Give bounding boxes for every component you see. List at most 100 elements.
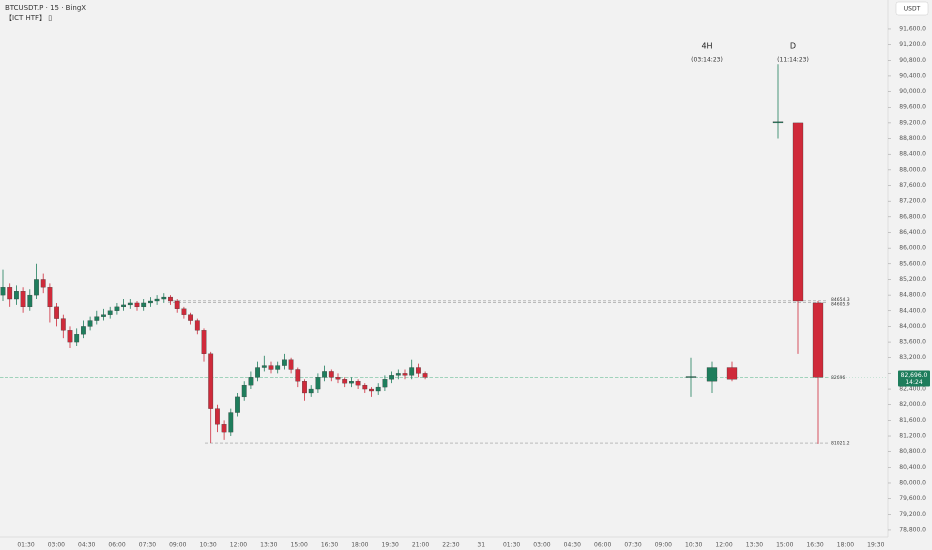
candle-body xyxy=(281,359,287,366)
candle-body xyxy=(315,377,321,390)
candle-body xyxy=(335,377,341,380)
candle-body xyxy=(67,330,73,343)
y-tick-label: 84,800.0 xyxy=(899,292,926,299)
x-tick-label: 07:30 xyxy=(624,542,641,549)
htf-label: 4H xyxy=(701,42,712,51)
y-tick-label: 81,600.0 xyxy=(899,417,926,424)
x-tick-label: 04:30 xyxy=(564,542,581,549)
level-label: 82696 xyxy=(831,375,845,381)
candle-body xyxy=(107,310,113,315)
price-badge xyxy=(898,370,930,387)
candle-body xyxy=(268,365,274,370)
candle-body xyxy=(685,376,697,378)
y-tick-label: 79,200.0 xyxy=(899,511,926,518)
y-tick-label: 85,200.0 xyxy=(899,276,926,283)
x-tick-label: 31 xyxy=(477,542,485,549)
x-tick-label: 10:30 xyxy=(199,542,216,549)
candle-body xyxy=(74,334,80,343)
candle-body xyxy=(114,306,120,311)
candle-body xyxy=(288,359,294,370)
unit-label: USDT xyxy=(904,6,921,13)
candle-body xyxy=(20,291,26,308)
candle-body xyxy=(7,287,13,300)
candle-body xyxy=(409,367,415,376)
y-tick-label: 82,400.0 xyxy=(899,386,926,393)
y-tick-label: 89,200.0 xyxy=(899,119,926,126)
candle-body xyxy=(255,367,261,378)
x-tick-label: 03:00 xyxy=(533,542,550,549)
y-tick-label: 83,600.0 xyxy=(899,339,926,346)
candle-body xyxy=(241,384,247,398)
candle-body xyxy=(248,377,254,386)
candle-body xyxy=(40,279,46,288)
candle-body xyxy=(161,296,167,300)
candle-body xyxy=(13,291,19,300)
x-tick-label: 15:00 xyxy=(776,542,793,549)
level-label: 81021.2 xyxy=(831,441,850,447)
candle-body xyxy=(47,287,53,308)
candle-body xyxy=(402,373,408,376)
y-tick-label: 88,400.0 xyxy=(899,151,926,158)
candle-body xyxy=(34,279,39,296)
x-tick-label: 04:30 xyxy=(78,542,95,549)
candle-body xyxy=(348,381,354,384)
candle-body xyxy=(328,371,334,378)
candle-body xyxy=(81,326,86,335)
x-tick-label: 21:00 xyxy=(412,542,429,549)
candle-body xyxy=(94,316,100,321)
candle-body xyxy=(208,353,214,409)
candle-body xyxy=(194,320,200,331)
x-tick-label: 19:30 xyxy=(867,542,884,549)
candle-body xyxy=(147,300,153,304)
y-tick-label: 91,200.0 xyxy=(899,41,926,48)
candle-body xyxy=(201,330,207,354)
unit-badge[interactable] xyxy=(895,1,929,16)
candle-body xyxy=(812,302,824,378)
x-tick-label: 13:30 xyxy=(260,542,277,549)
candle-body xyxy=(0,287,6,296)
candle-body xyxy=(706,367,718,382)
y-tick-label: 85,600.0 xyxy=(899,260,926,267)
chart-title: BTCUSDT.P · 15 · BingX xyxy=(5,4,86,12)
candle-body xyxy=(275,365,281,370)
x-tick-label: 16:30 xyxy=(321,542,338,549)
candle-body xyxy=(415,367,421,374)
x-tick-label: 22:30 xyxy=(442,542,459,549)
y-tick-label: 79,600.0 xyxy=(899,495,926,502)
y-tick-label: 82,000.0 xyxy=(899,401,926,408)
x-tick-label: 13:30 xyxy=(746,542,763,549)
x-tick-label: 10:30 xyxy=(685,542,702,549)
y-tick-label: 89,600.0 xyxy=(899,104,926,111)
candle-body xyxy=(726,367,738,380)
x-tick-label: 06:00 xyxy=(108,542,125,549)
candle-body xyxy=(395,373,401,376)
candle-body xyxy=(322,371,328,378)
candle-body xyxy=(389,375,395,380)
candle-body xyxy=(121,304,126,308)
y-tick-label: 78,800.0 xyxy=(899,526,926,533)
candle-body xyxy=(295,369,301,382)
candle-body xyxy=(87,320,93,327)
y-tick-label: 91,600.0 xyxy=(899,25,926,32)
y-tick-label: 90,400.0 xyxy=(899,72,926,79)
y-tick-label: 88,000.0 xyxy=(899,166,926,173)
y-tick-label: 86,800.0 xyxy=(899,213,926,220)
x-tick-label: 16:30 xyxy=(806,542,823,549)
y-tick-label: 86,400.0 xyxy=(899,229,926,236)
indicator-name: 【ICT HTF】 ▯ xyxy=(5,14,52,22)
candle-body xyxy=(141,302,147,308)
y-tick-label: 80,000.0 xyxy=(899,479,926,486)
x-tick-label: 18:00 xyxy=(351,542,368,549)
y-tick-label: 84,400.0 xyxy=(899,307,926,314)
htf-label: D xyxy=(790,42,796,51)
x-tick-label: 06:00 xyxy=(594,542,611,549)
y-tick-label: 88,800.0 xyxy=(899,135,926,142)
candle-body xyxy=(221,424,227,433)
candle-body xyxy=(154,298,160,302)
candle-body xyxy=(362,384,368,390)
level-label: 84654.3 xyxy=(831,297,850,303)
candle-body xyxy=(228,412,234,433)
candle-body xyxy=(772,121,784,124)
y-tick-label: 80,800.0 xyxy=(899,448,926,455)
